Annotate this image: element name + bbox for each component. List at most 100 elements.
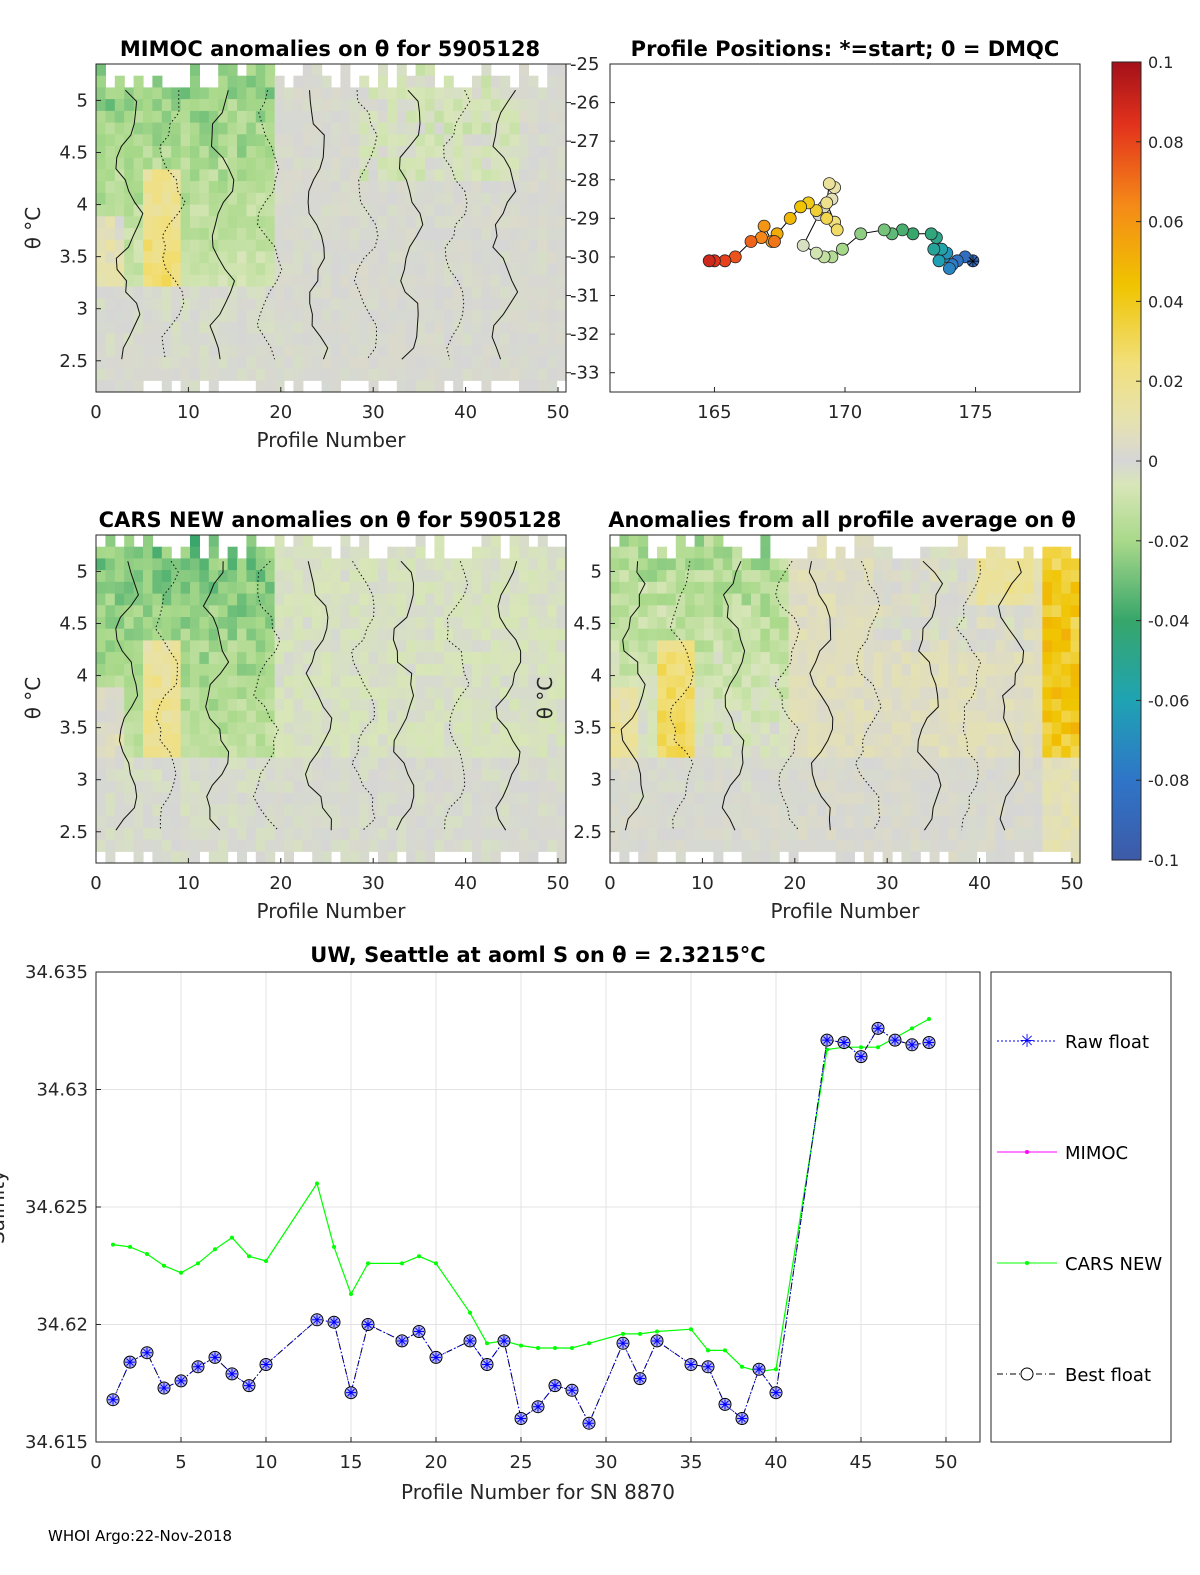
heatmap-cell: [741, 734, 752, 747]
heatmap-cell: [171, 274, 182, 288]
heatmap-cell: [415, 286, 426, 299]
heatmap-cell: [105, 687, 116, 700]
heatmap-cell: [331, 722, 341, 735]
heatmap-cell: [415, 146, 426, 159]
heatmap-cell: [274, 570, 285, 583]
heatmap-cell: [359, 617, 370, 630]
heatmap-cell: [255, 640, 266, 653]
heatmap-cell: [133, 99, 144, 112]
heatmap-cell: [863, 663, 874, 677]
heatmap-cell: [124, 839, 135, 852]
heatmap-cell: [227, 356, 238, 370]
heatmap-cell: [1033, 734, 1043, 747]
heatmap-cell: [265, 333, 276, 346]
heatmap-cell: [114, 745, 125, 759]
heatmap-cell: [246, 356, 257, 370]
heatmap-cell: [443, 75, 454, 88]
heatmap-cell: [882, 792, 893, 805]
profile-start-marker: ✳: [966, 252, 979, 271]
heatmap-cell: [378, 745, 388, 759]
heatmap-cell: [312, 345, 323, 358]
heatmap-cell: [519, 535, 529, 548]
heatmap-cell: [208, 816, 219, 829]
heatmap-cell: [854, 722, 865, 735]
heatmap-cell: [340, 675, 351, 688]
heatmap-cell: [920, 546, 931, 559]
heatmap-cell: [873, 722, 884, 735]
heatmap-cell: [340, 546, 351, 559]
heatmap-cell: [237, 628, 247, 641]
heatmap-cell: [481, 110, 492, 124]
heatmap-cell: [920, 605, 931, 618]
heatmap-cell: [610, 710, 620, 723]
heatmap-cell: [96, 192, 106, 206]
heatmap-cell: [845, 593, 855, 606]
heatmap-cell: [704, 687, 714, 700]
heatmap-cell: [722, 687, 733, 700]
heatmap-cell: [312, 75, 323, 88]
heatmap-cell: [378, 792, 388, 805]
heatmap-cell: [208, 640, 219, 653]
heatmap-cell: [685, 769, 696, 782]
heatmap-cell: [835, 558, 846, 571]
contour-line: [917, 560, 944, 831]
heatmap-cell: [528, 380, 539, 393]
heatmap-cell: [462, 181, 473, 194]
heatmap-cell: [854, 558, 865, 571]
heatmap-cell: [462, 617, 473, 630]
heatmap-cell: [434, 356, 445, 370]
heatmap-cell: [208, 216, 219, 229]
heatmap-cell: [882, 734, 893, 747]
heatmap-cell: [986, 851, 996, 864]
heatmap-cell: [694, 722, 705, 735]
heatmap-cell: [340, 228, 351, 241]
heatmap-cell: [302, 628, 313, 641]
heatmap-cell: [675, 710, 686, 723]
heatmap-cell: [105, 546, 116, 559]
heatmap-cell: [359, 628, 370, 641]
heatmap-cell: [396, 628, 407, 641]
heatmap-cell: [199, 687, 210, 700]
heatmap-cell: [826, 827, 837, 841]
heatmap-cell: [547, 827, 558, 841]
heatmap-cell: [246, 204, 257, 217]
cars-new-point: [927, 1017, 931, 1021]
heatmap-cell: [986, 816, 996, 829]
heatmap-cell: [1033, 558, 1043, 571]
heatmap-cell: [227, 368, 238, 381]
heatmap-cell: [863, 722, 874, 735]
heatmap-cell: [481, 263, 492, 276]
heatmap-cell: [133, 745, 144, 759]
heatmap-cell: [349, 628, 360, 641]
heatmap-cell: [302, 356, 313, 370]
heatmap-cell: [1061, 546, 1072, 559]
heatmap-cell: [948, 710, 959, 723]
heatmap-cell: [237, 298, 247, 311]
heatmap-cell: [443, 356, 454, 370]
heatmap-cell: [976, 558, 987, 571]
heatmap-cell: [472, 122, 482, 135]
heatmap-cell: [293, 286, 304, 299]
heatmap-cell: [628, 734, 639, 747]
heatmap-cell: [340, 628, 351, 641]
heatmap-cell: [901, 827, 912, 841]
heatmap-cell: [415, 816, 426, 829]
heatmap-cell: [939, 652, 949, 665]
heatmap-cell: [845, 628, 855, 641]
heatmap-cell: [547, 593, 558, 606]
heatmap-cell: [237, 781, 247, 794]
heatmap-cell: [331, 181, 341, 194]
mimoc-anomaly-panel: MIMOC anomalies on θ for 5905128 0 10 20 30…: [21, 37, 569, 452]
heatmap-cell: [675, 699, 686, 712]
contour-line: [392, 560, 415, 831]
heatmap-cell: [133, 710, 144, 723]
heatmap-cell: [312, 769, 323, 782]
heatmap-cell: [199, 652, 210, 665]
heatmap-cell: [190, 298, 200, 311]
heatmap-cell: [957, 827, 968, 841]
salinity-series: [106, 1017, 936, 1430]
heatmap-cell: [274, 157, 285, 170]
heatmap-cell: [143, 251, 153, 264]
heatmap-cell: [302, 157, 313, 170]
heatmap-cell: [274, 87, 285, 100]
